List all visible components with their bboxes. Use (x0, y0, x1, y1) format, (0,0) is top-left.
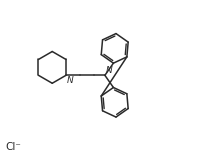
Text: Cl⁻: Cl⁻ (5, 142, 21, 152)
Text: N: N (105, 66, 112, 75)
Text: N: N (67, 76, 74, 85)
